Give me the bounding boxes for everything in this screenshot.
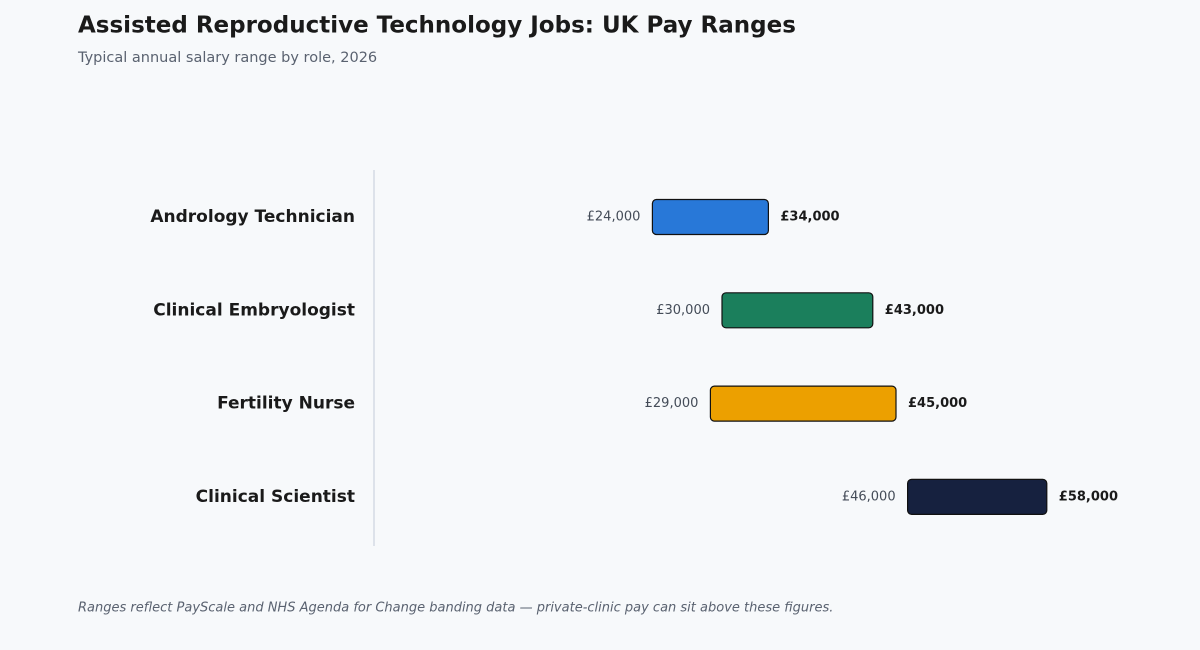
- range-bar: [651, 198, 770, 236]
- category-label: Fertility Nurse: [217, 394, 355, 414]
- low-label: £30,000: [656, 303, 710, 318]
- low-label: £46,000: [842, 489, 896, 504]
- range-bar: [721, 292, 874, 329]
- category-label: Clinical Embryologist: [153, 300, 355, 320]
- high-label: £45,000: [908, 396, 967, 411]
- range-bar: [709, 385, 897, 422]
- high-label: £58,000: [1059, 489, 1118, 504]
- chart-title: Assisted Reproductive Technology Jobs: U…: [78, 13, 796, 39]
- chart-note: Ranges reflect PayScale and NHS Agenda f…: [78, 601, 833, 616]
- range-bar: [906, 478, 1048, 515]
- low-label: £29,000: [645, 396, 699, 411]
- chart-subtitle: Typical annual salary range by role, 202…: [77, 50, 377, 66]
- high-label: £34,000: [780, 210, 839, 225]
- category-label: Clinical Scientist: [196, 487, 355, 507]
- category-label: Andrology Technician: [150, 207, 355, 227]
- high-label: £43,000: [885, 303, 944, 318]
- low-label: £24,000: [587, 210, 641, 225]
